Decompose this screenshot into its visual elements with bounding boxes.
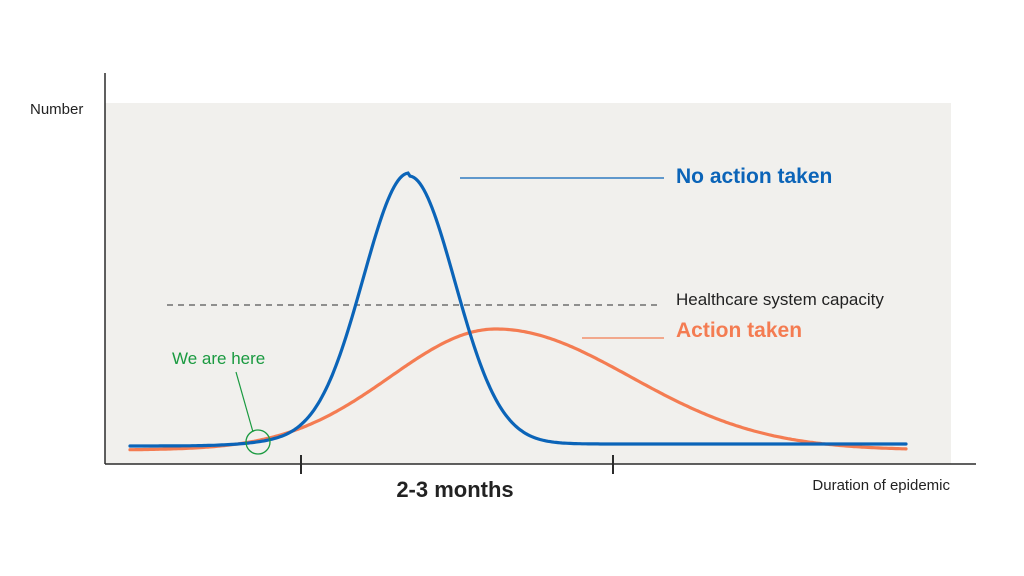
action-label: Action taken <box>676 319 802 342</box>
span-label: 2-3 months <box>396 477 513 502</box>
we-are-here-label: We are here <box>172 349 265 368</box>
marker-pointer-line <box>235 371 254 433</box>
y-axis-label: Number <box>30 101 83 118</box>
capacity-label: Healthcare system capacity <box>676 290 884 309</box>
we-are-here-marker <box>245 429 271 455</box>
no-action-taken-curve <box>128 171 908 448</box>
x-axis-label: Duration of epidemic <box>812 477 950 494</box>
plot-background <box>105 103 951 464</box>
no-action-label: No action taken <box>676 165 832 188</box>
